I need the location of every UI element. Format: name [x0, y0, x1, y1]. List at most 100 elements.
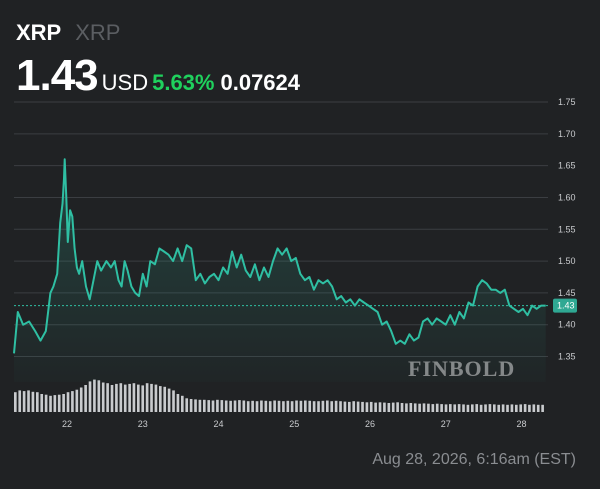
volume-bar	[493, 404, 496, 412]
volume-bar	[203, 399, 206, 412]
volume-bar	[88, 381, 92, 412]
asset-symbol: XRP	[16, 20, 62, 45]
volume-bar	[312, 401, 316, 412]
volume-bar	[163, 386, 167, 412]
volume-bar	[66, 392, 70, 412]
volume-bar	[418, 403, 421, 412]
x-axis-ticks: 22 23 24 25 26 27 28	[62, 419, 526, 429]
volume-bar	[75, 389, 79, 412]
volume-bar	[150, 383, 153, 412]
currency-label: USD	[101, 70, 149, 95]
volume-bar	[273, 400, 276, 412]
volume-bar	[352, 401, 356, 412]
x-tick-label: 23	[138, 419, 148, 429]
volume-bar	[277, 400, 281, 412]
y-tick-label: 1.55	[558, 224, 576, 234]
volume-bar	[440, 404, 443, 412]
volume-bar	[400, 403, 404, 412]
volume-bar	[427, 403, 430, 412]
x-tick-label: 28	[516, 419, 526, 429]
volume-bar	[172, 390, 175, 412]
volume-bar	[361, 401, 364, 412]
price-line	[13, 158, 546, 354]
volume-bar	[295, 400, 298, 412]
volume-bar	[62, 394, 65, 412]
volume-bar	[27, 390, 30, 412]
volume-bar	[53, 395, 57, 412]
change-absolute: 0.07624	[220, 70, 301, 95]
volume-bar	[115, 383, 118, 412]
volume-bar	[123, 384, 127, 412]
volume-bar	[290, 401, 294, 412]
y-tick-label: 1.70	[558, 129, 576, 139]
volume-bar	[167, 388, 171, 412]
volume-bar	[211, 400, 215, 412]
volume-bar	[308, 400, 312, 412]
timestamp: Aug 28, 2026, 6:16am (EST)	[372, 451, 576, 468]
volume-bar	[154, 384, 158, 412]
volume-bar	[40, 394, 44, 412]
volume-bar	[137, 384, 140, 412]
asset-name: XRP	[75, 20, 121, 45]
volume-bar	[93, 379, 96, 412]
volume-bar	[413, 403, 417, 412]
volume-bar	[457, 404, 461, 412]
volume-bar	[471, 404, 474, 412]
volume-bar	[326, 400, 329, 412]
volume-bar	[220, 400, 224, 412]
volume-bar	[229, 400, 232, 412]
volume-bar	[242, 400, 246, 412]
volume-bar	[369, 401, 373, 412]
volume-bar	[145, 383, 149, 412]
current-price: 1.43	[16, 51, 99, 100]
volume-bar	[141, 385, 145, 412]
volume-bar	[176, 394, 180, 412]
volume-bar	[475, 404, 479, 412]
x-tick-label: 24	[214, 419, 224, 429]
volume-bar	[22, 391, 26, 412]
volume-bar	[57, 394, 61, 412]
volume-bar	[128, 383, 131, 412]
volume-bar	[378, 402, 382, 412]
x-tick-label: 27	[441, 419, 451, 429]
volume-bar	[365, 402, 369, 412]
header: XRP XRP 1.43 USD 5.63% 0.07624	[16, 20, 300, 98]
volume-bar	[488, 404, 492, 412]
volume-bar	[449, 404, 452, 412]
volume-bar	[260, 400, 263, 412]
volume-bar	[510, 404, 514, 412]
volume-bar	[343, 401, 347, 412]
volume-bar	[519, 404, 523, 412]
y-axis-ticks: 1.75 1.70 1.65 1.60 1.55 1.50 1.45 1.40 1.35	[558, 97, 576, 362]
y-tick-label: 1.45	[558, 288, 576, 298]
y-tick-label: 1.60	[558, 192, 576, 202]
volume-bar	[216, 399, 219, 412]
volume-bar	[391, 402, 395, 412]
volume-bar	[132, 383, 136, 412]
volume-bar	[36, 392, 39, 412]
volume-bar	[44, 394, 48, 412]
volume-bar	[299, 400, 303, 412]
volume-bar	[409, 403, 413, 412]
volume-bar	[497, 404, 501, 412]
y-tick-label: 1.50	[558, 256, 576, 266]
volume-bar	[233, 400, 237, 412]
volume-bar	[110, 385, 114, 412]
volume-bar	[31, 391, 35, 412]
volume-bar	[255, 401, 259, 412]
volume-bar	[286, 400, 290, 412]
current-price-tag-bg	[553, 298, 577, 313]
volume-bar	[515, 404, 518, 412]
y-tick-label: 1.40	[558, 320, 576, 330]
volume-bar	[159, 386, 162, 412]
volume-bar	[84, 385, 87, 412]
volume-bar	[339, 401, 342, 412]
volume-bar	[396, 402, 399, 412]
volume-bar	[431, 404, 435, 412]
x-tick-label: 22	[62, 419, 72, 429]
volume-bar	[181, 395, 184, 412]
volume-bar	[97, 380, 101, 412]
current-price-tag-label: 1.43	[557, 301, 575, 311]
volume-bar	[484, 404, 487, 412]
y-tick-label: 1.65	[558, 161, 576, 171]
